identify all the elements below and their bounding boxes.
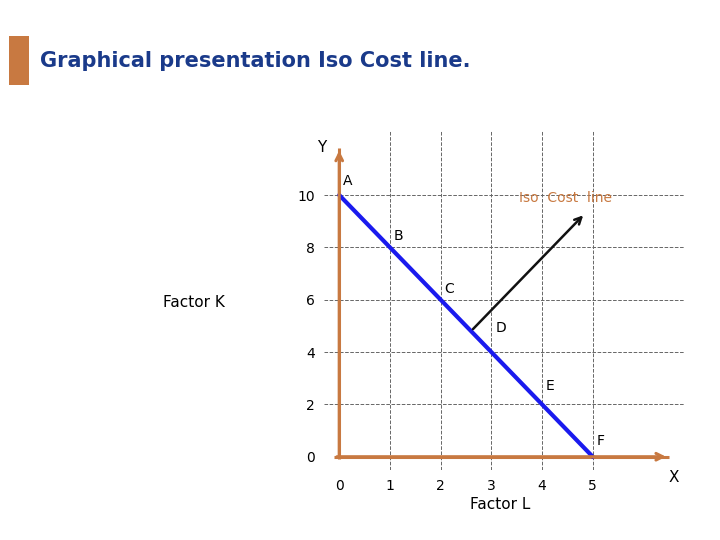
Text: A: A bbox=[343, 174, 353, 188]
Text: Y: Y bbox=[317, 140, 326, 156]
Text: Factor L: Factor L bbox=[470, 497, 531, 512]
Text: Iso  Cost  line: Iso Cost line bbox=[519, 191, 612, 205]
Text: X: X bbox=[669, 470, 679, 485]
Text: Graphical presentation Iso Cost line.: Graphical presentation Iso Cost line. bbox=[40, 51, 470, 71]
Bar bbox=[9, 36, 29, 85]
Text: D: D bbox=[495, 321, 506, 335]
Text: F: F bbox=[597, 434, 605, 448]
Text: E: E bbox=[546, 379, 555, 393]
Text: B: B bbox=[394, 230, 404, 244]
Text: Factor K: Factor K bbox=[163, 295, 225, 310]
Text: C: C bbox=[445, 282, 454, 296]
